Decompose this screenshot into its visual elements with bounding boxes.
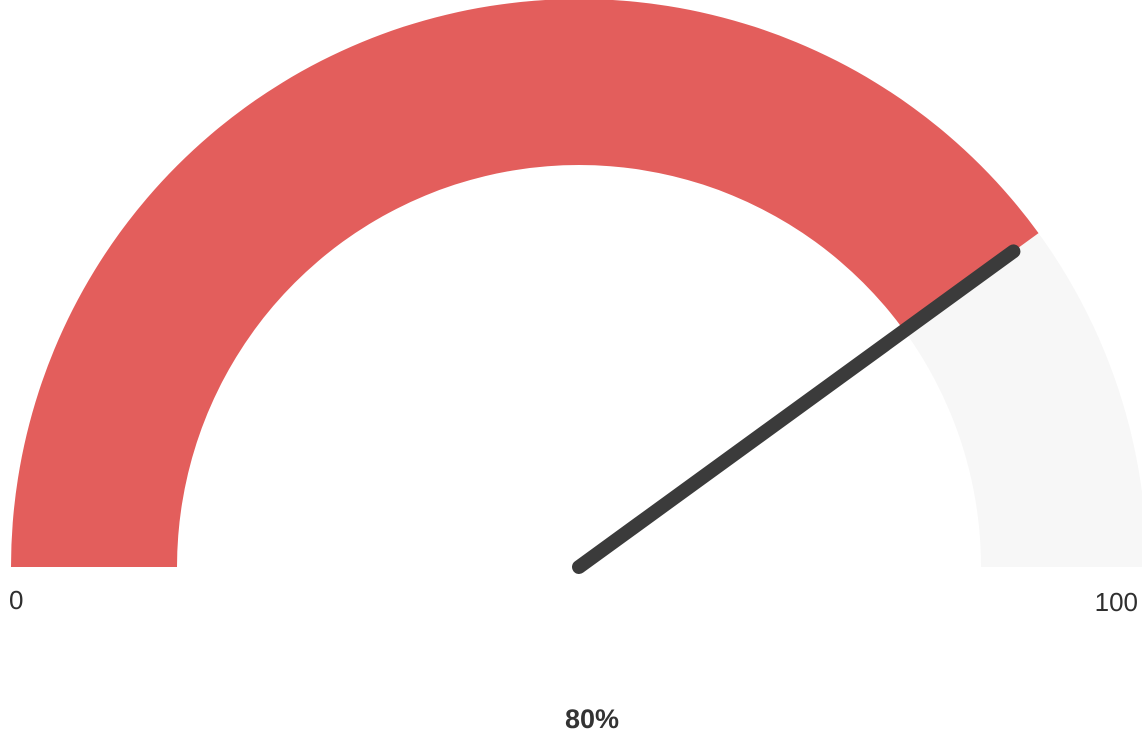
gauge-value-label: 80% [565,704,619,733]
gauge-needle [572,244,1021,574]
gauge-filled-arc [11,0,1039,567]
gauge-min-label: 0 [9,585,23,615]
gauge-max-label: 100 [1095,587,1138,617]
